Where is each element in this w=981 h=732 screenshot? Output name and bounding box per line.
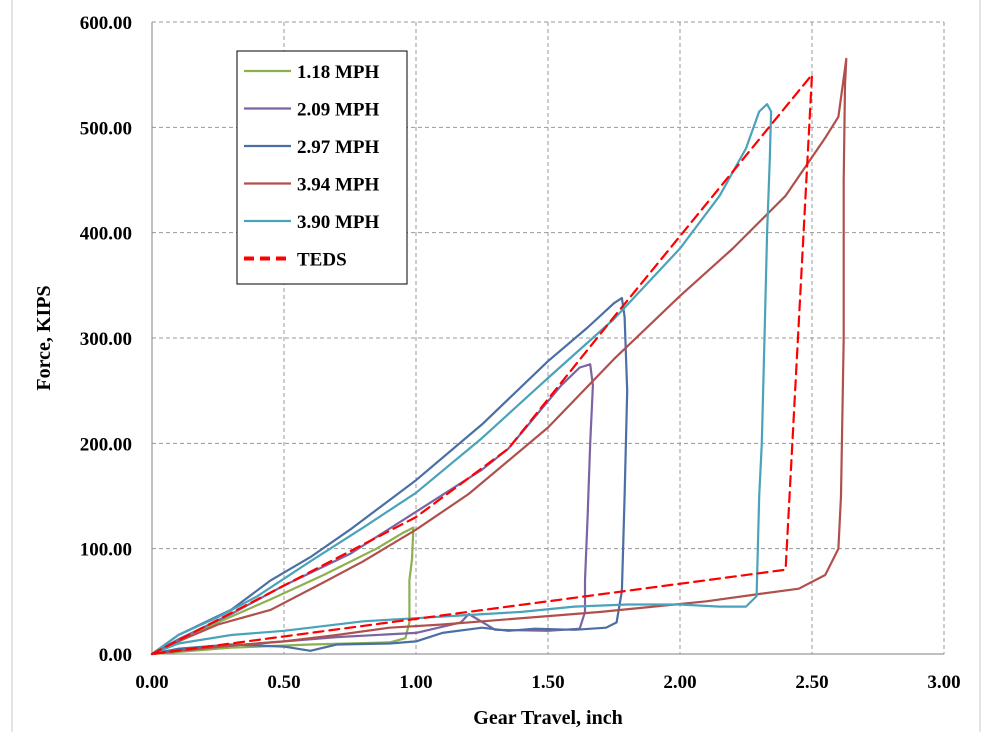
y-tick-label: 600.00: [80, 13, 132, 34]
series-line-2-09-mph: [150, 363, 595, 656]
y-tick-label: 100.00: [80, 540, 132, 561]
series-lines: [150, 57, 848, 656]
legend-box: [236, 50, 408, 285]
series-line-3-94-mph: [150, 57, 848, 656]
y-tick-label: 500.00: [80, 118, 132, 139]
legend: 1.18 MPH 2.09 MPH 2.97 MPH 3.94 MPH 3.90 MPH…: [236, 50, 408, 285]
legend-label: TEDS: [297, 250, 347, 271]
x-tick-label: 0.00: [135, 672, 168, 693]
legend-label: 3.94 MPH: [297, 175, 380, 196]
series-line-3-90-mph: [150, 103, 773, 656]
y-tick-label: 300.00: [80, 329, 132, 350]
y-tick-label: 400.00: [80, 224, 132, 245]
x-axis-title: Gear Travel, inch: [473, 707, 622, 729]
x-tick-label: 0.50: [267, 672, 300, 693]
y-tick-label: 0.00: [99, 645, 132, 666]
y-axis-title: Force, KIPS: [33, 285, 55, 390]
x-tick-label: 3.00: [927, 672, 960, 693]
x-tick-label: 1.50: [531, 672, 564, 693]
y-tick-label: 200.00: [80, 434, 132, 455]
x-tick-label: 2.50: [795, 672, 828, 693]
x-tick-label: 2.00: [663, 672, 696, 693]
series-line-teds: [150, 73, 814, 656]
legend-label: 2.97 MPH: [297, 137, 380, 158]
x-tick-label: 1.00: [399, 672, 432, 693]
legend-label: 2.09 MPH: [297, 100, 380, 121]
legend-label: 1.18 MPH: [297, 62, 380, 83]
series-line-2-97-mph: [150, 296, 629, 656]
legend-label: 3.90 MPH: [297, 212, 380, 233]
axes: [151, 22, 944, 655]
tick-labels: 0.00 0.50 1.00 1.50 2.00 2.50 3.00 0.00 100.00 20…: [80, 13, 961, 693]
